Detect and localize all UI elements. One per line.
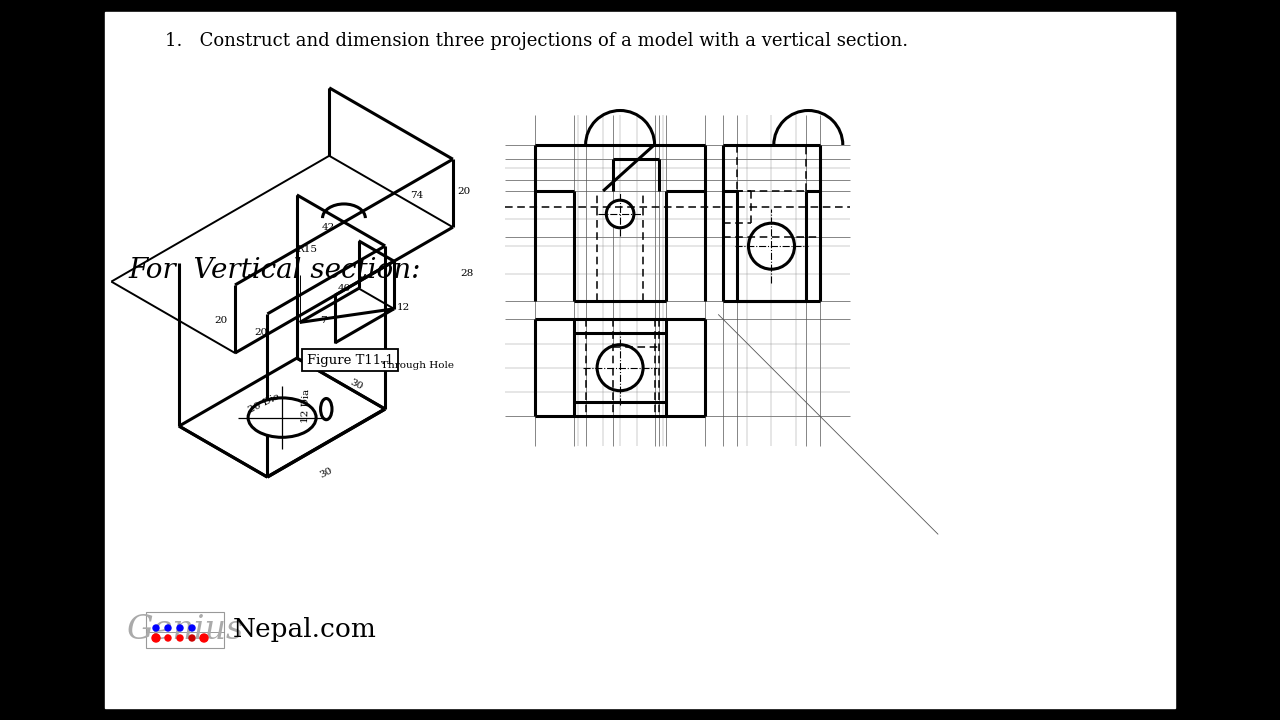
Circle shape	[189, 635, 195, 641]
Text: R15: R15	[296, 245, 317, 254]
Text: 74: 74	[411, 192, 424, 200]
Polygon shape	[105, 12, 1175, 708]
Circle shape	[177, 625, 183, 631]
Text: 20: 20	[457, 187, 471, 196]
Circle shape	[165, 625, 172, 631]
Circle shape	[607, 200, 634, 228]
Text: 7: 7	[320, 316, 326, 325]
Text: 40: 40	[338, 284, 351, 293]
Circle shape	[200, 634, 209, 642]
Text: 42: 42	[321, 223, 334, 233]
Text: Genius: Genius	[127, 614, 243, 646]
Text: 20: 20	[255, 328, 268, 337]
Text: 12: 12	[397, 303, 410, 312]
Text: Nepal.com: Nepal.com	[233, 618, 376, 642]
Circle shape	[165, 635, 172, 641]
Bar	[302, 349, 398, 371]
Text: 20: 20	[215, 316, 228, 325]
Text: 30: 30	[348, 378, 364, 392]
Bar	[146, 612, 224, 648]
Text: 20 Dia: 20 Dia	[247, 392, 282, 415]
Text: 30: 30	[319, 466, 334, 480]
Circle shape	[152, 634, 160, 642]
Text: 28: 28	[460, 269, 474, 278]
Text: 12 Dia: 12 Dia	[301, 389, 311, 423]
Circle shape	[177, 635, 183, 641]
Circle shape	[749, 223, 795, 269]
Text: Figure T11.1: Figure T11.1	[307, 354, 393, 366]
Circle shape	[189, 625, 195, 631]
Ellipse shape	[320, 398, 332, 420]
Circle shape	[596, 345, 643, 391]
Text: 1.   Construct and dimension three projections of a model with a vertical sectio: 1. Construct and dimension three project…	[165, 32, 908, 50]
Circle shape	[154, 625, 159, 631]
Ellipse shape	[248, 398, 316, 437]
Text: Through Hole: Through Hole	[380, 361, 454, 370]
Text: For  Vertical section:: For Vertical section:	[128, 256, 421, 284]
